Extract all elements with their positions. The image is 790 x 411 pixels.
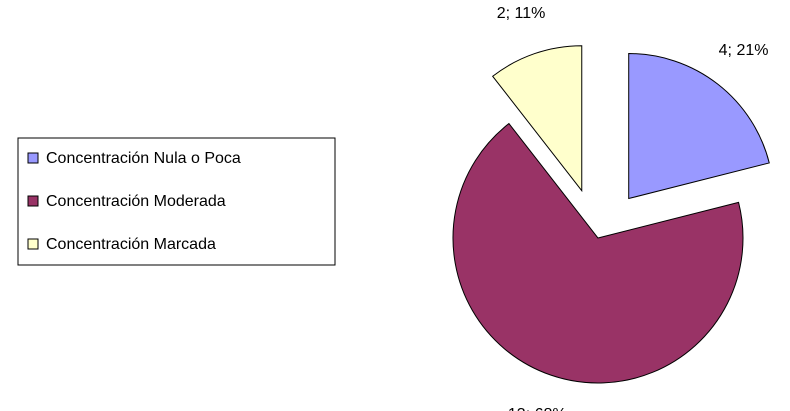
legend-box [17, 137, 336, 266]
data-label: 2; 11% [497, 5, 546, 22]
legend-label: Concentración Marcada [46, 236, 216, 253]
legend-swatch [27, 152, 39, 164]
pie-slice [492, 45, 583, 193]
data-label: 4; 21% [719, 42, 769, 59]
pie-slice [628, 53, 770, 200]
legend-label: Concentración Nula o Poca [46, 150, 241, 167]
pie-slice [452, 122, 744, 384]
legend-swatch [27, 238, 39, 250]
legend-swatch [27, 195, 39, 207]
data-label: 13; 68% [508, 406, 567, 411]
legend-label: Concentración Moderada [46, 193, 226, 210]
